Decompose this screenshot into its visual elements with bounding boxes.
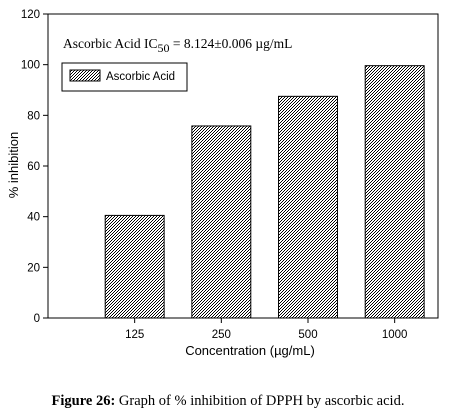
legend-swatch	[69, 69, 101, 82]
x-tick-label: 500	[298, 329, 317, 341]
annotation-subscript: 50	[157, 41, 169, 55]
bar	[104, 214, 165, 319]
y-tick-label: 0	[34, 313, 40, 325]
x-tick-label: 125	[125, 329, 144, 341]
figure-caption: Figure 26: Graph of % inhibition of DPPH…	[0, 393, 456, 410]
y-tick-label: 80	[27, 110, 40, 122]
annotation-suffix: = 8.124±0.006 µg/mL	[169, 36, 292, 51]
legend: Ascorbic Acid	[61, 62, 188, 92]
annotation-prefix: Ascorbic Acid IC	[63, 36, 157, 51]
y-tick-label: 120	[21, 9, 40, 21]
annotation-text: Ascorbic Acid IC50 = 8.124±0.006 µg/mL	[63, 36, 292, 55]
x-axis-label: Concentration (µg/mL)	[185, 343, 315, 358]
y-tick-label: 40	[27, 212, 40, 224]
bar	[278, 95, 338, 319]
bar	[364, 65, 425, 319]
ticks-group: 0 20 40 60 80 100 120 125 250 500 1000	[21, 9, 408, 341]
bar	[191, 125, 252, 319]
bars-group	[104, 65, 425, 319]
caption-text: Graph of % inhibition of DPPH by ascorbi…	[115, 393, 405, 409]
y-tick-label: 60	[27, 161, 40, 173]
y-axis-label: % inhibition	[6, 132, 21, 199]
legend-label: Ascorbic Acid	[106, 71, 175, 83]
y-tick-label: 100	[21, 60, 40, 72]
y-tick-label: 20	[27, 262, 40, 274]
x-tick-label: 1000	[382, 329, 408, 341]
bar-chart: 0 20 40 60 80 100 120 125 250 500 1000 Ascorbic Ac…	[6, 9, 439, 358]
x-tick-label: 250	[212, 329, 231, 341]
caption-label: Figure 26:	[51, 393, 116, 409]
